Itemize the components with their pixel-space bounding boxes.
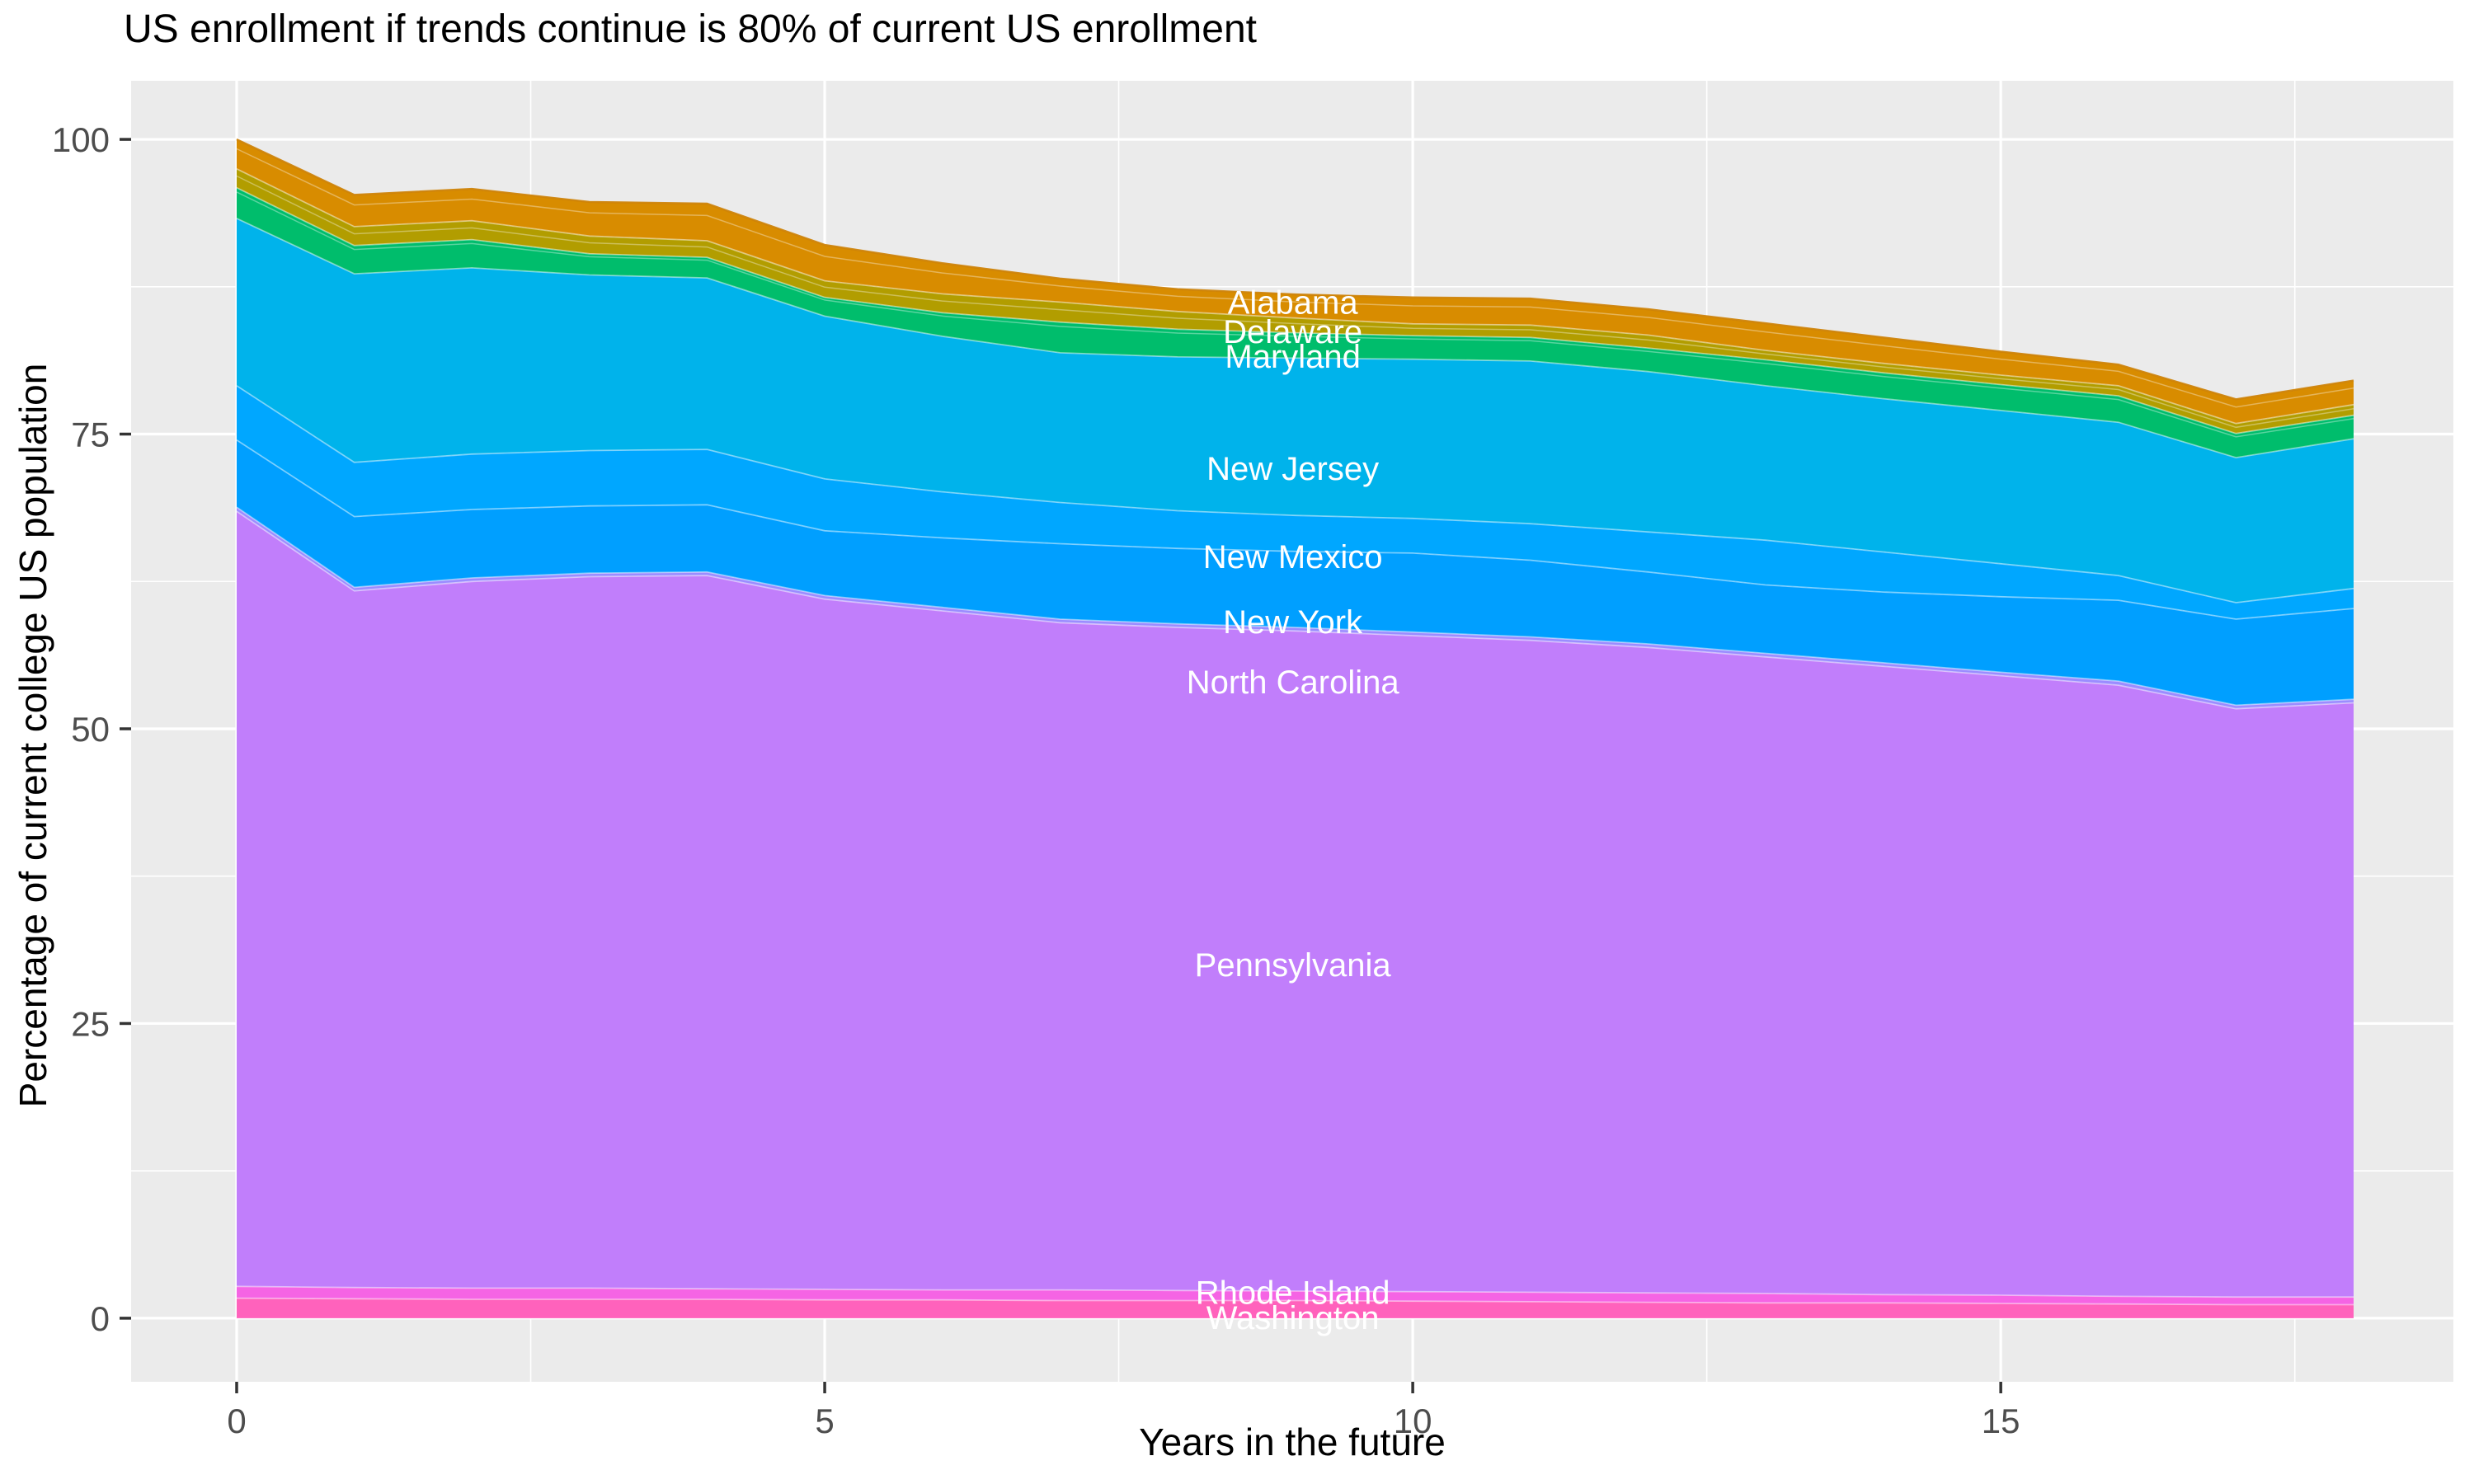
chart-title: US enrollment if trends continue is 80% … <box>124 7 1257 51</box>
band-subline <box>236 148 2354 408</box>
area-band-north-carolina <box>237 507 2354 709</box>
area-band-new-mexico <box>237 385 2354 619</box>
y-tick-label: 75 <box>71 416 110 454</box>
x-tick-label: 15 <box>1982 1402 2020 1440</box>
area-band-alabama <box>237 139 2354 424</box>
x-tick-label: 0 <box>227 1402 246 1440</box>
area-band-new-york <box>237 439 2354 706</box>
band-seam <box>236 385 2354 603</box>
area-band-new-jersey <box>237 218 2354 603</box>
state-label-new-york: New York <box>1223 604 1363 641</box>
state-label-new-mexico: New Mexico <box>1203 539 1383 575</box>
area-band-washington <box>237 1298 2354 1318</box>
band-seam <box>236 439 2354 620</box>
state-label-delaware: Delaware <box>1223 314 1362 350</box>
state-label-maryland: Maryland <box>1225 339 1361 375</box>
band-seam <box>236 186 2354 434</box>
state-label-new-jersey: New Jersey <box>1206 451 1379 487</box>
y-tick-label: 25 <box>71 1004 110 1043</box>
state-label-washington: Washington <box>1206 1300 1380 1336</box>
band-seam <box>236 218 2354 459</box>
area-band-rhode-island <box>237 1286 2354 1305</box>
area-band-pennsylvania <box>237 511 2354 1298</box>
state-label-alabama: Alabama <box>1228 284 1359 321</box>
band-seam <box>236 506 2354 707</box>
y-tick-label: 0 <box>91 1299 110 1338</box>
stack-top-edge <box>236 139 2354 401</box>
band-seam <box>236 1297 2354 1306</box>
x-axis-title: Years in the future <box>1139 1421 1446 1463</box>
state-label-rhode-island: Rhode Island <box>1196 1275 1390 1311</box>
band-seam <box>236 510 2354 710</box>
x-tick-label: 10 <box>1394 1402 1432 1440</box>
band-seam <box>236 167 2354 425</box>
y-tick-label: 50 <box>71 710 110 749</box>
band-seam <box>236 1285 2354 1298</box>
band-subline <box>236 175 2354 429</box>
state-label-north-carolina: North Carolina <box>1187 665 1400 701</box>
state-label-pennsylvania: Pennsylvania <box>1195 947 1392 984</box>
area-band-maryland <box>237 187 2354 458</box>
x-tick-label: 5 <box>815 1402 834 1440</box>
band-subline <box>236 191 2354 438</box>
y-tick-label: 100 <box>52 120 110 159</box>
y-axis-title: Percentage of current college US populat… <box>12 363 54 1108</box>
